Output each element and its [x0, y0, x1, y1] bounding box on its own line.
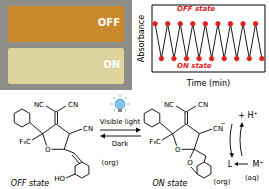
svg-text:O: O [175, 146, 181, 154]
html-text:ON state: ON state [177, 62, 212, 70]
svg-text:Visible light: Visible light [100, 118, 141, 126]
svg-text:(aq): (aq) [245, 174, 259, 182]
svg-text:(org): (org) [214, 178, 231, 186]
svg-text:Absorbance: Absorbance [137, 15, 146, 62]
svg-text:CN: CN [198, 101, 208, 109]
html-text:ON: ON [103, 59, 120, 70]
svg-text:O: O [187, 159, 193, 167]
svg-text:CN: CN [213, 125, 224, 133]
svg-text:Dark: Dark [112, 140, 130, 148]
svg-text:O: O [45, 146, 51, 154]
svg-text:F₃C: F₃C [19, 138, 31, 146]
svg-text:NC: NC [34, 101, 44, 109]
svg-text:CN: CN [83, 125, 93, 133]
svg-text:F₃C: F₃C [149, 138, 161, 146]
svg-text:ON state: ON state [152, 179, 187, 188]
svg-text:Time (min): Time (min) [186, 79, 230, 88]
svg-text:NC: NC [164, 101, 174, 109]
svg-text:M⁺: M⁺ [252, 160, 261, 169]
svg-text:−: − [220, 120, 226, 128]
svg-text:OFF state: OFF state [11, 179, 49, 188]
html-text:OFF: OFF [97, 17, 120, 28]
svg-text:+ H⁺: + H⁺ [238, 111, 257, 120]
svg-text:(org): (org) [102, 159, 119, 167]
svg-text:CN: CN [68, 101, 78, 109]
svg-text:HO: HO [54, 175, 65, 183]
svg-text:L: L [228, 160, 233, 169]
html-text:OFF state: OFF state [177, 5, 216, 13]
